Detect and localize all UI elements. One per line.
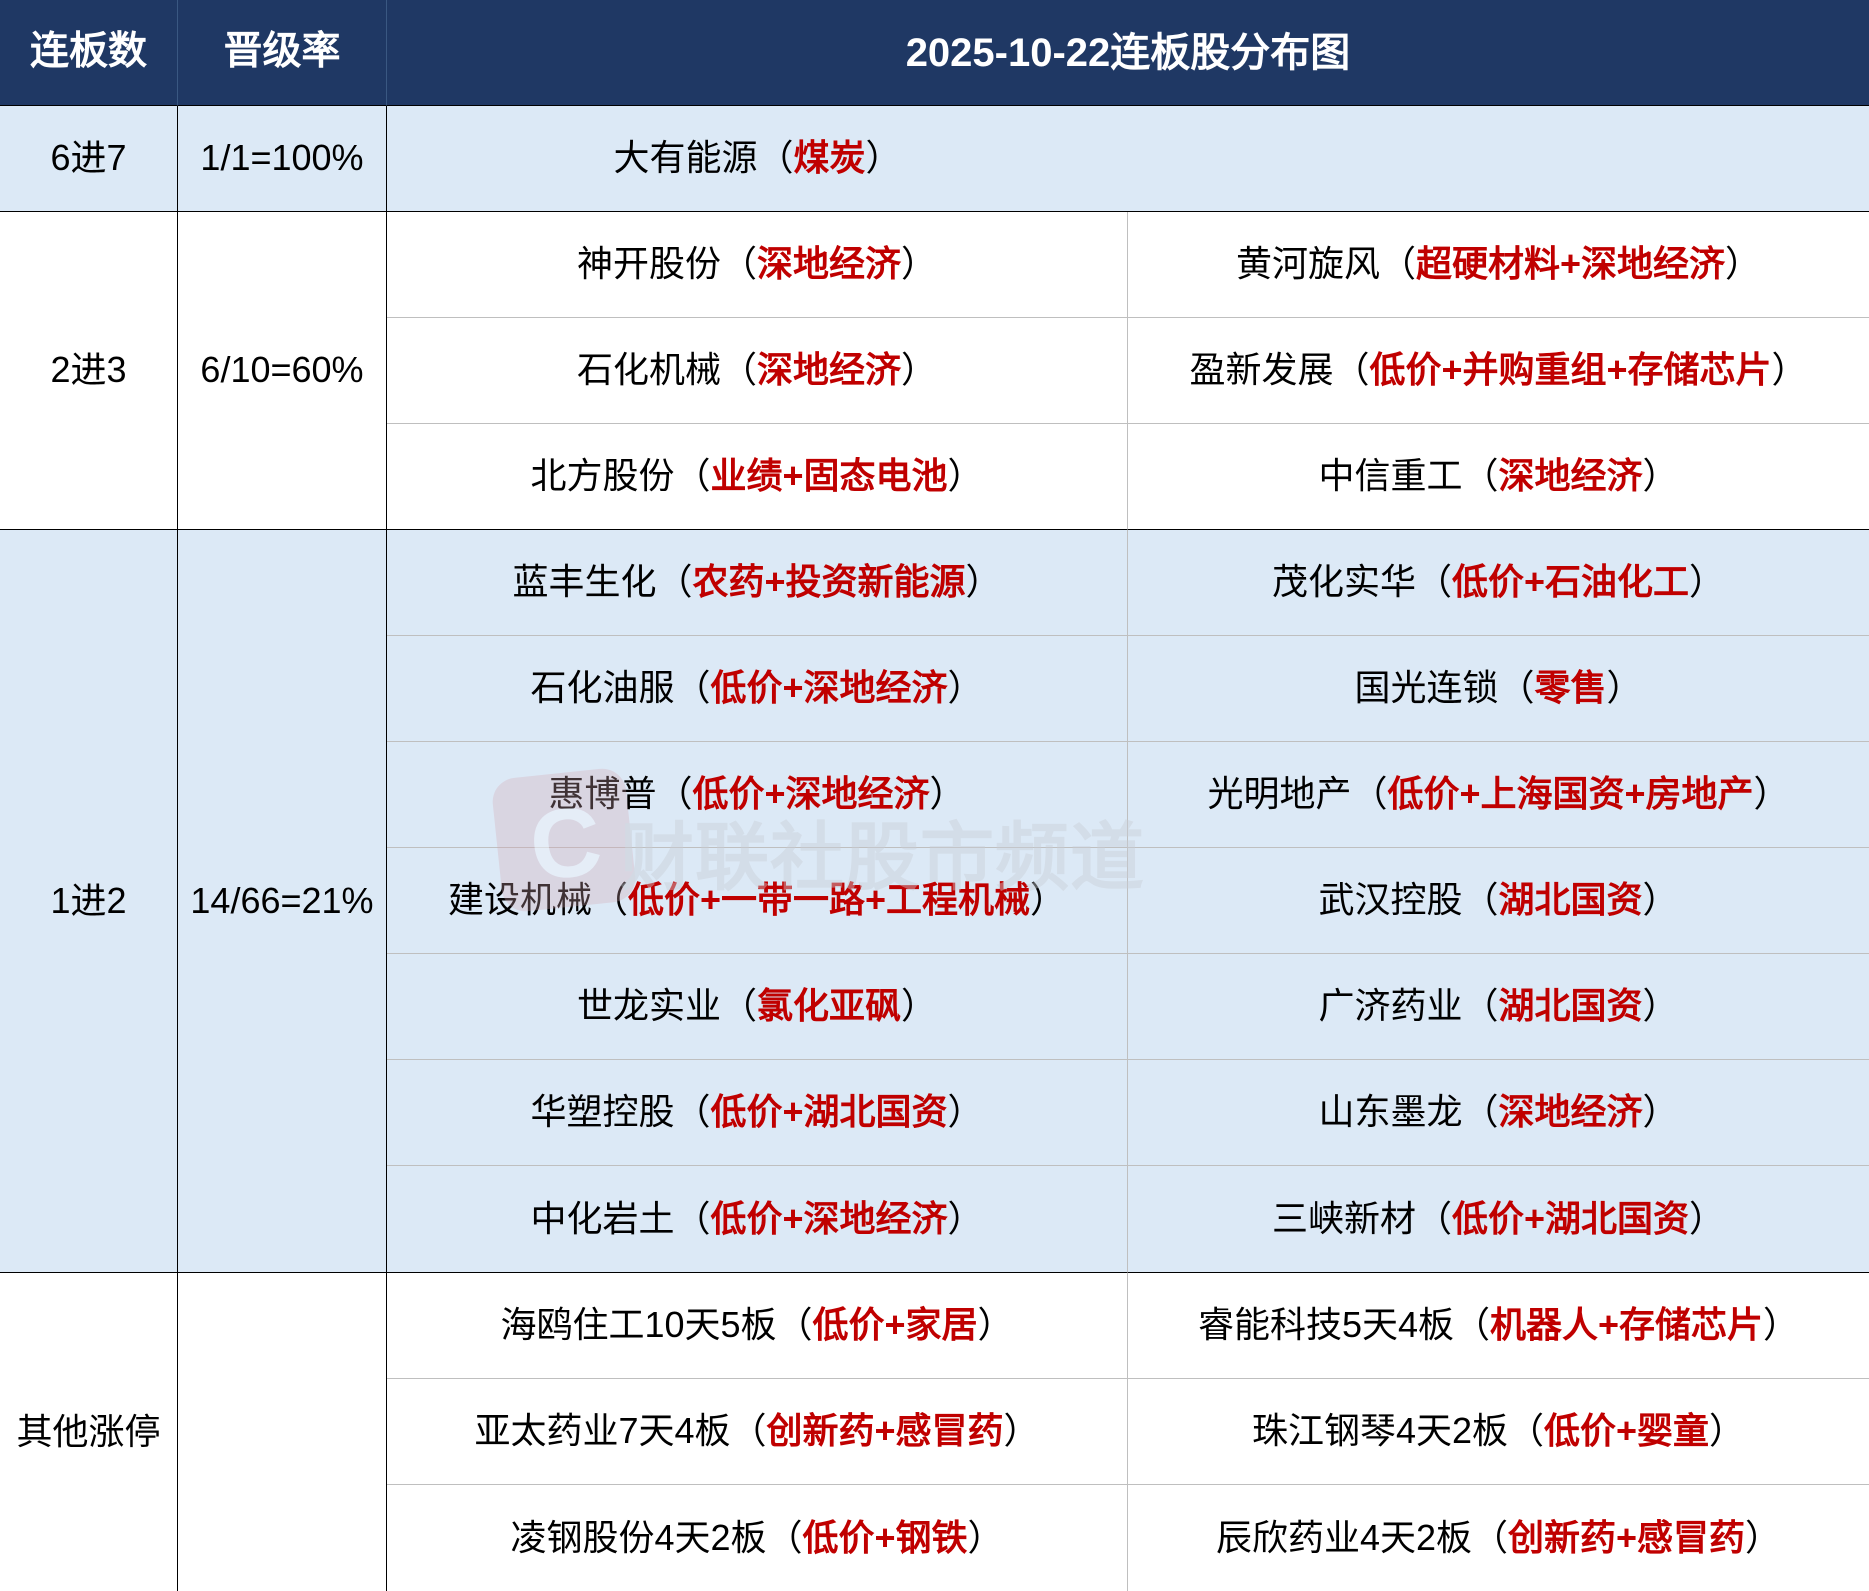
svg-text:财联社股市频道: 财联社股市频道: [620, 816, 1145, 899]
svg-text:C: C: [525, 784, 607, 901]
